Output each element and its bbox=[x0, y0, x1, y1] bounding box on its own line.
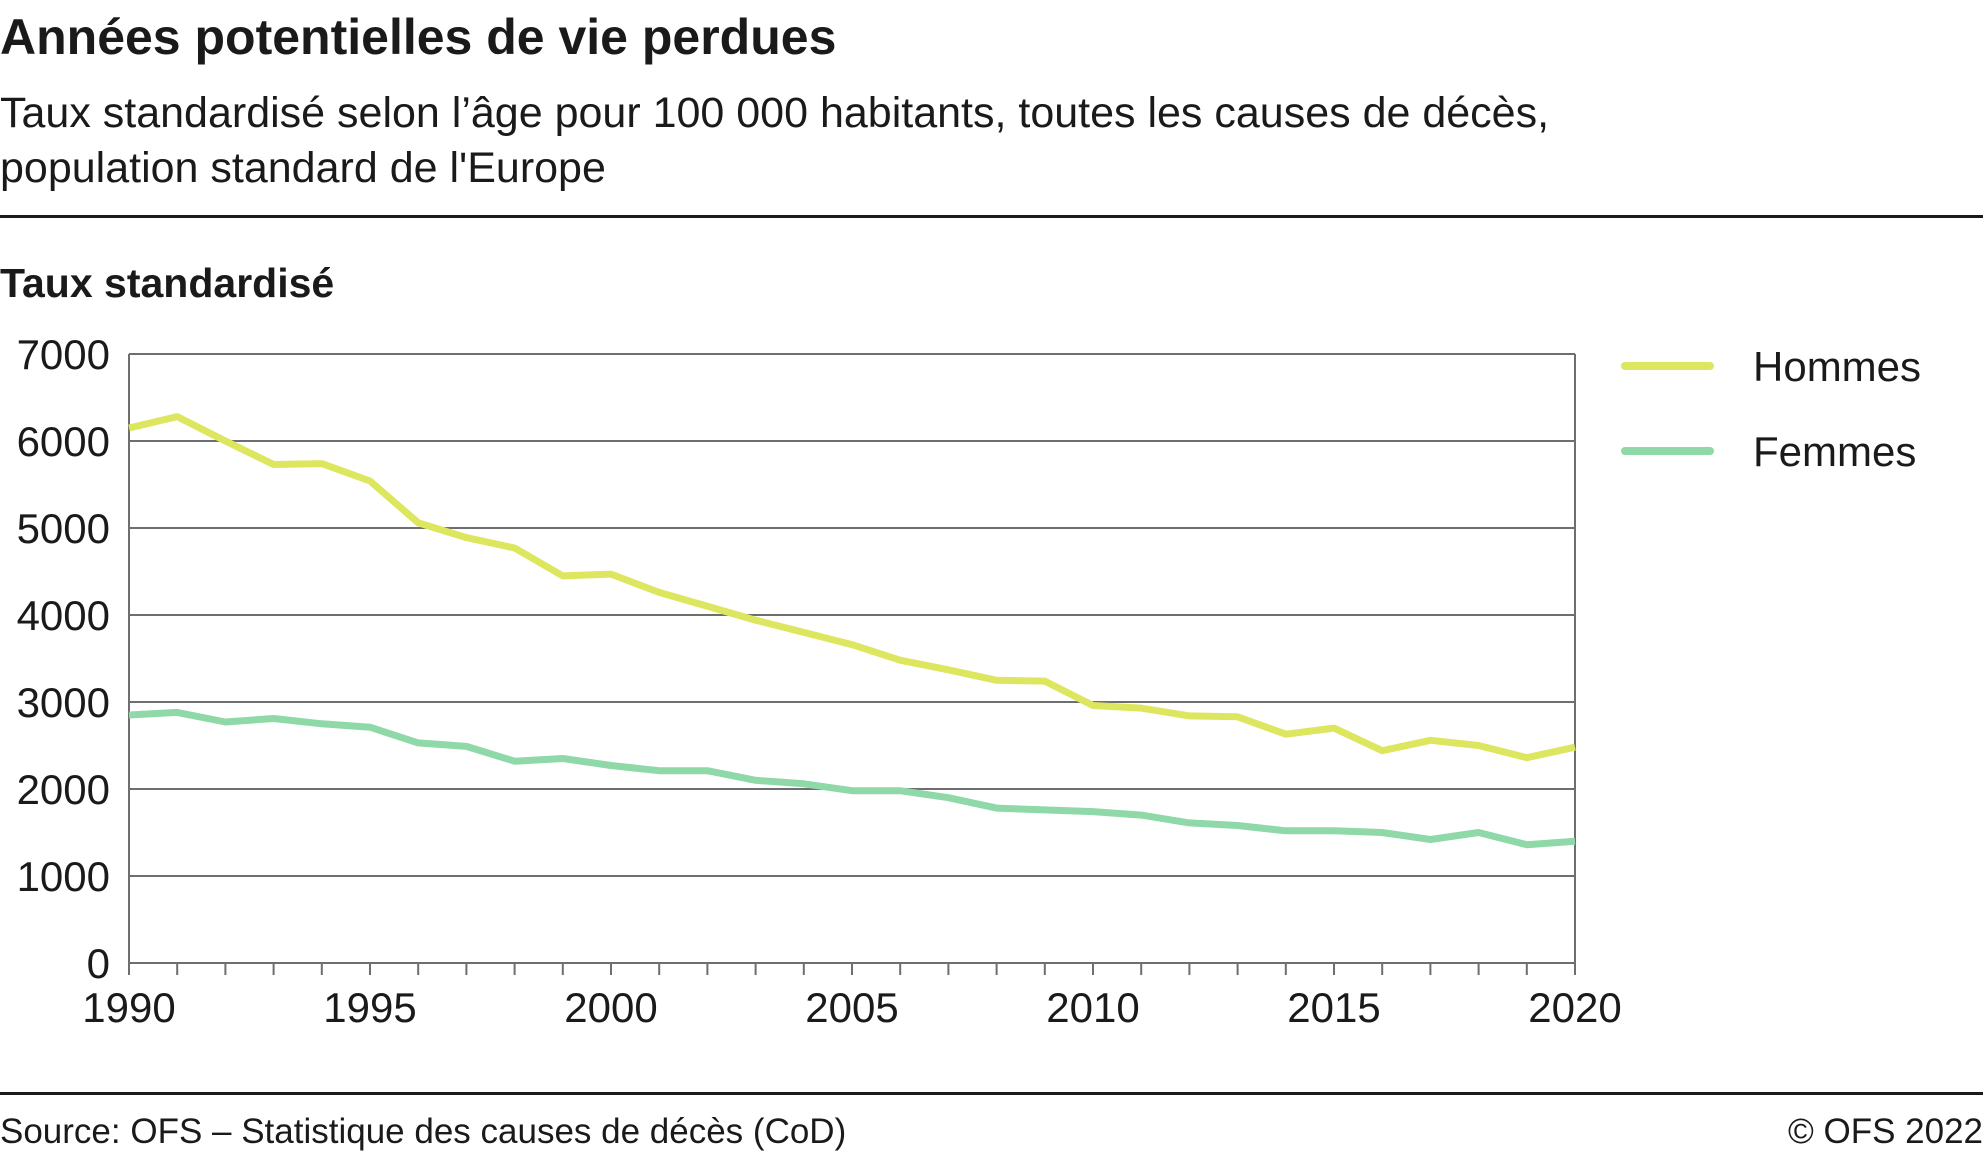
y-tick-label-5000: 5000 bbox=[17, 505, 110, 552]
copyright-note: © OFS 2022 bbox=[1787, 1112, 1983, 1151]
chart-title: Années potentielles de vie perdues bbox=[0, 9, 837, 65]
y-tick-label-6000: 6000 bbox=[17, 418, 110, 465]
plot-frame bbox=[128, 354, 1576, 964]
x-tick-label-2020: 2020 bbox=[1528, 984, 1621, 1031]
gridlines bbox=[129, 353, 1575, 877]
footer-divider bbox=[0, 1092, 1983, 1095]
x-tick-label-1995: 1995 bbox=[323, 984, 416, 1031]
y-tick-label-0: 0 bbox=[87, 940, 110, 987]
series-lines bbox=[128, 413, 1576, 849]
x-tick-label-2010: 2010 bbox=[1046, 984, 1139, 1031]
x-tick-label-2005: 2005 bbox=[805, 984, 898, 1031]
legend-label-femmes: Femmes bbox=[1753, 428, 1916, 475]
legend: Hommes Femmes bbox=[1621, 343, 1921, 475]
x-axis-ticks: 1990 1995 2000 2005 2010 2015 2020 bbox=[82, 963, 1622, 1031]
x-tick-label-1990: 1990 bbox=[82, 984, 175, 1031]
y-tick-label-7000: 7000 bbox=[17, 331, 110, 378]
header-divider bbox=[0, 215, 1983, 218]
y-axis-ticks: 0 1000 2000 3000 4000 5000 6000 7000 bbox=[17, 331, 110, 987]
y-tick-label-3000: 3000 bbox=[17, 679, 110, 726]
y-tick-label-1000: 1000 bbox=[17, 853, 110, 900]
x-tick-label-2015: 2015 bbox=[1287, 984, 1380, 1031]
chart-subtitle-line1: Taux standardisé selon l’âge pour 100 00… bbox=[0, 89, 1550, 137]
chart-subtitle-line2: population standard de l'Europe bbox=[0, 144, 606, 192]
y-axis-label: Taux standardisé bbox=[0, 260, 335, 306]
y-tick-label-4000: 4000 bbox=[17, 592, 110, 639]
x-tick-label-2000: 2000 bbox=[564, 984, 657, 1031]
series-line-femmes bbox=[128, 708, 1576, 849]
legend-label-hommes: Hommes bbox=[1753, 343, 1921, 390]
y-tick-label-2000: 2000 bbox=[17, 766, 110, 813]
chart-subtitle: Taux standardisé selon l’âge pour 100 00… bbox=[0, 86, 1900, 196]
source-note: Source: OFS – Statistique des causes de … bbox=[0, 1112, 847, 1151]
series-line-hommes bbox=[128, 413, 1576, 762]
